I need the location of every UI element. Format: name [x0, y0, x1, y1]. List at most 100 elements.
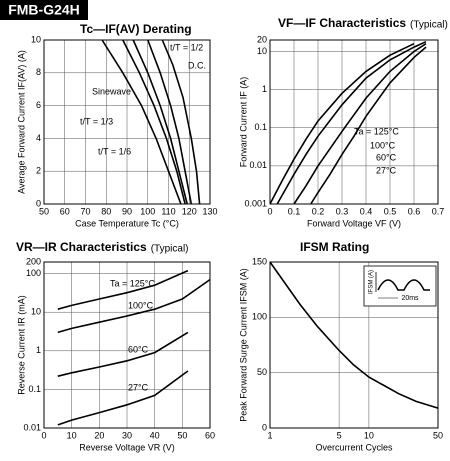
y-tick-label: 10 [31, 307, 41, 317]
x-axis-label: Forward Voltage VF (V) [307, 218, 401, 228]
x-tick-label: 1 [267, 430, 272, 440]
y-tick-label: 50 [257, 367, 267, 377]
curve [293, 43, 427, 205]
x-tick-label: 0.4 [360, 206, 373, 216]
y-tick-label: 1 [36, 345, 41, 355]
y-tick-label: 100 [26, 268, 41, 278]
series-label: D.C. [188, 60, 206, 70]
x-tick-label: 60 [60, 206, 70, 216]
y-axis-label: Forward Current IF (A) [238, 77, 248, 168]
curve [161, 39, 201, 205]
curve [57, 269, 189, 310]
x-tick-label: 0.3 [336, 206, 349, 216]
series-label: 60°C [128, 344, 149, 354]
inset-label: IFSM (A) [369, 270, 375, 294]
x-tick-label: 0.7 [432, 206, 445, 216]
y-tick-label: 1 [262, 84, 267, 94]
chart-panel: VR—IR Characteristics (Typical) 0 10 20 30 40 5… [16, 240, 215, 452]
chart-title: VF—IF Characteristics [278, 16, 406, 30]
plot-frame [43, 39, 211, 205]
x-tick-label: 0.1 [288, 206, 301, 216]
x-tick-label: 30 [122, 430, 132, 440]
chart-title: IFSM Rating [300, 240, 369, 254]
series-label: t/T = 1/3 [80, 116, 113, 126]
header-box [0, 0, 88, 20]
y-tick-label: 150 [252, 256, 267, 266]
y-tick-label: 0.01 [249, 160, 267, 170]
y-axis-label: Reverse Current IR (mA) [16, 295, 26, 395]
x-tick-label: 10 [364, 430, 374, 440]
plot-frame [269, 39, 439, 205]
series-label: 100°C [128, 300, 154, 310]
curve [57, 278, 211, 334]
x-tick-label: 110 [161, 206, 175, 216]
curve [132, 39, 188, 205]
chart-subtitle: (Typical) [151, 244, 189, 255]
series-label: Ta = 125°C [110, 278, 155, 288]
x-tick-label: 100 [140, 206, 155, 216]
y-tick-label: 0.1 [28, 384, 41, 394]
x-tick-label: 120 [182, 206, 197, 216]
curve [276, 40, 427, 205]
x-tick-label: 20 [94, 430, 104, 440]
x-tick-label: 50 [39, 206, 49, 216]
x-axis-label: Overcurrent Cycles [315, 442, 393, 452]
x-tick-label: 0 [267, 206, 272, 216]
y-tick-label: 6 [36, 100, 41, 110]
x-tick-label: 130 [202, 206, 217, 216]
x-tick-label: 40 [150, 430, 160, 440]
curve [57, 370, 189, 426]
x-tick-label: 50 [177, 430, 187, 440]
series-label: 27°C [376, 165, 397, 175]
x-tick-label: 0.2 [312, 206, 325, 216]
plot-frame [43, 261, 211, 429]
inset-label: 20ms [401, 295, 419, 302]
x-tick-label: 0.5 [384, 206, 397, 216]
series-label: t/T = 1/2 [170, 42, 203, 52]
series-label: 60°C [376, 152, 397, 162]
y-tick-label: 0 [262, 422, 267, 432]
x-axis-label: Reverse Voltage VR (V) [79, 442, 175, 452]
curve [147, 39, 193, 205]
x-tick-label: 0.6 [408, 206, 421, 216]
y-tick-label: 2 [36, 166, 41, 176]
y-tick-label: 20 [257, 34, 267, 44]
y-tick-label: 8 [36, 67, 41, 77]
chart-title: Tc—IF(AV) Derating [80, 22, 192, 36]
x-tick-label: 90 [122, 206, 132, 216]
inset-box [363, 265, 437, 307]
y-axis-label: Peak Forward Surge Current IFSM (A) [238, 268, 248, 422]
x-tick-label: 10 [67, 430, 77, 440]
x-axis-label: Case Temperature Tc (°C) [75, 218, 179, 228]
y-tick-label: 0 [36, 198, 41, 208]
curve [269, 261, 439, 409]
y-tick-label: 200 [26, 256, 41, 266]
x-tick-label: 50 [433, 430, 443, 440]
curve [57, 331, 189, 377]
inset-wave [377, 279, 430, 291]
y-axis-label: Average Forward Current IF(AV) (A) [16, 50, 26, 194]
y-tick-label: 0.01 [23, 422, 41, 432]
x-tick-label: 5 [337, 430, 342, 440]
y-tick-label: 4 [36, 133, 41, 143]
curve [101, 39, 182, 205]
x-tick-label: 80 [101, 206, 111, 216]
y-tick-label: 0.1 [254, 122, 267, 132]
curve [269, 42, 415, 205]
chart-panel: VF—IF Characteristics (Typical) 0 0.1 0.2 0.3… [238, 16, 447, 228]
y-tick-label: 100 [252, 312, 267, 322]
series-label: 100°C [370, 140, 396, 150]
y-tick-label: 10 [31, 34, 41, 44]
series-label: 27°C [128, 382, 149, 392]
plot-frame [269, 261, 439, 429]
series-label: t/T = 1/6 [98, 146, 131, 156]
x-tick-label: 60 [205, 430, 215, 440]
y-tick-label: 10 [257, 46, 267, 56]
x-tick-label: 0 [41, 430, 46, 440]
y-tick-label: 0.001 [244, 198, 267, 208]
curve [310, 46, 427, 205]
chart-subtitle: (Typical) [410, 20, 448, 31]
curve [122, 39, 186, 205]
